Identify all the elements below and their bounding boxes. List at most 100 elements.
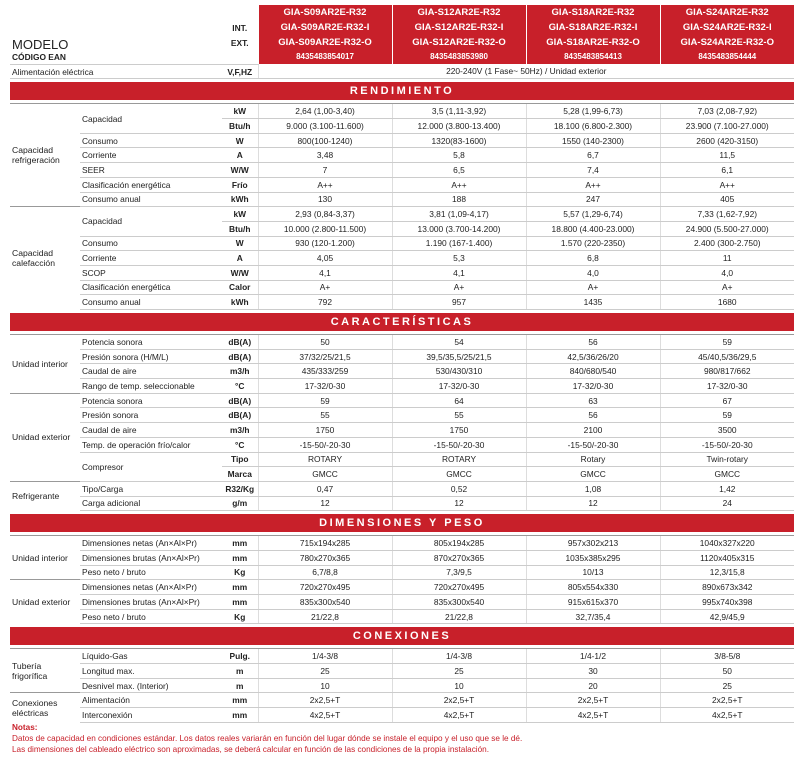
value: A++ <box>525 177 660 193</box>
value: 24.900 (5.500-27.000) <box>659 221 794 237</box>
value: 2x2,5+T <box>525 692 660 709</box>
table-row: Presión sonora dB(A) 55 55 56 59 <box>10 407 794 424</box>
value: 63 <box>525 392 660 409</box>
unit: dB(A) <box>222 334 258 350</box>
unit: R32/Kg <box>222 480 258 497</box>
value: 10 <box>391 678 526 694</box>
table-row: DIMENSIONES Y PESO <box>10 514 794 533</box>
model-ean: 8435483854017 <box>257 50 392 65</box>
ean-label: CÓDIGO EAN <box>10 50 222 65</box>
value: 1.190 (167-1.400) <box>391 236 526 252</box>
model-int: GIA-S09AR2E-R32-I <box>257 20 392 35</box>
value: GMCC <box>525 466 660 482</box>
value: 24 <box>659 496 794 512</box>
model-ext: GIA-S12AR2E-R32-O <box>391 35 526 50</box>
value: 995x740x398 <box>659 594 794 610</box>
value: 50 <box>257 334 392 350</box>
model-int: GIA-S24AR2E-R32-I <box>659 20 794 35</box>
table-row: Desnivel max. (Interior) m 10 10 20 25 <box>10 678 794 694</box>
value: GMCC <box>391 466 526 482</box>
row-label: Temp. de operación frío/calor <box>80 437 222 453</box>
unit: W <box>222 236 258 252</box>
group-label: Unidad interior <box>10 334 80 394</box>
section-title: RENDIMIENTO <box>10 82 794 101</box>
value: 59 <box>257 392 392 409</box>
row-label: Dimensiones netas (An×Al×Pr) <box>80 535 222 551</box>
value: 2x2,5+T <box>659 692 794 709</box>
value: 54 <box>391 334 526 350</box>
table-row: Capacidad calefacción Capacidad kW 2,93 (0,… <box>10 206 794 310</box>
value: 5,3 <box>391 250 526 266</box>
model-ext: GIA-S09AR2E-R32-O <box>257 35 392 50</box>
value: 247 <box>525 192 660 208</box>
group-label: Unidad interior <box>10 535 80 580</box>
unit: Marca <box>222 466 258 482</box>
value: 870x270x365 <box>391 550 526 566</box>
value: 5,8 <box>391 147 526 164</box>
value: 45/40,5/36/29,5 <box>659 349 794 365</box>
table-row: CARACTERÍSTICAS <box>10 313 794 331</box>
row-label: Peso neto / bruto <box>80 609 222 625</box>
value: 2x2,5+T <box>257 692 392 709</box>
row-label: Dimensiones netas (An×Al×Pr) <box>80 579 222 595</box>
row-label: Alimentación <box>80 692 222 709</box>
table-row: SEER W/W 7 6,5 7,4 6,1 <box>10 162 794 178</box>
value: 1.570 (220-2350) <box>525 236 660 252</box>
value: 1,42 <box>659 480 794 497</box>
unit: Kg <box>222 609 258 625</box>
value: 188 <box>391 192 526 208</box>
unit: mm <box>222 594 258 610</box>
note-line: Datos de capacidad en condiciones estánd… <box>12 734 523 743</box>
unit: kW <box>222 206 258 222</box>
value: 792 <box>257 294 392 310</box>
value: 3,48 <box>257 147 392 164</box>
table-row: Interconexión mm 4x2,5+T 4x2,5+T 4x2,5+T 4x2,… <box>10 707 794 723</box>
value: 12 <box>257 496 392 512</box>
value: 21/22,8 <box>391 609 526 625</box>
row-label: Longitud max. <box>80 663 222 679</box>
table-row: Longitud max. m 25 25 30 50 <box>10 663 794 679</box>
value: 805x194x285 <box>391 535 526 551</box>
value: A++ <box>257 177 392 193</box>
model-ean: 8435483854413 <box>525 50 660 65</box>
value: 0,52 <box>391 480 526 497</box>
value: 50 <box>659 663 794 679</box>
model-title: MODELO <box>12 37 69 50</box>
unit: kWh <box>222 192 258 208</box>
section-title: CONEXIONES <box>10 627 794 646</box>
table-row: Btu/h 9.000 (3.100-11.600) 12.000 (3.800-1… <box>10 118 794 134</box>
value: 7,3/9,5 <box>391 565 526 581</box>
row-label: Compresor <box>80 452 222 482</box>
row-label: Consumo <box>80 236 222 252</box>
group-label: Capacidad calefacción <box>10 206 80 310</box>
value: 30 <box>525 663 660 679</box>
value: 1435 <box>525 294 660 310</box>
model-ean: 8435483853980 <box>391 50 526 65</box>
value: 25 <box>391 663 526 679</box>
unit: W <box>222 133 258 149</box>
unit: Tipo <box>222 452 258 468</box>
value: 37/32/25/21,5 <box>257 349 392 365</box>
notes: Notas: Datos de capacidad en condiciones… <box>12 722 522 755</box>
unit: kWh <box>222 294 258 310</box>
value: 55 <box>391 407 526 424</box>
unit: mm <box>222 535 258 551</box>
unit: Pulg. <box>222 648 258 665</box>
value: 18.100 (6.800-2.300) <box>525 118 660 134</box>
table-row: CONEXIONES <box>10 627 794 646</box>
value: 1320(83-1600) <box>391 133 526 149</box>
table-row: Caudal de aire m3/h 1750 1750 2100 3500 <box>10 422 794 438</box>
value: 1680 <box>659 294 794 310</box>
value: 64 <box>391 392 526 409</box>
table-row: RENDIMIENTO <box>10 82 794 101</box>
value: 11 <box>659 250 794 266</box>
value: 11,5 <box>659 147 794 164</box>
row-label: Peso neto / bruto <box>80 565 222 581</box>
value: 17-32/0-30 <box>391 378 526 394</box>
value: 2.400 (300-2.750) <box>659 236 794 252</box>
row-label: Caudal de aire <box>80 422 222 438</box>
value: 957x302x213 <box>525 535 660 551</box>
unit: dB(A) <box>222 392 258 409</box>
value: 25 <box>659 678 794 694</box>
